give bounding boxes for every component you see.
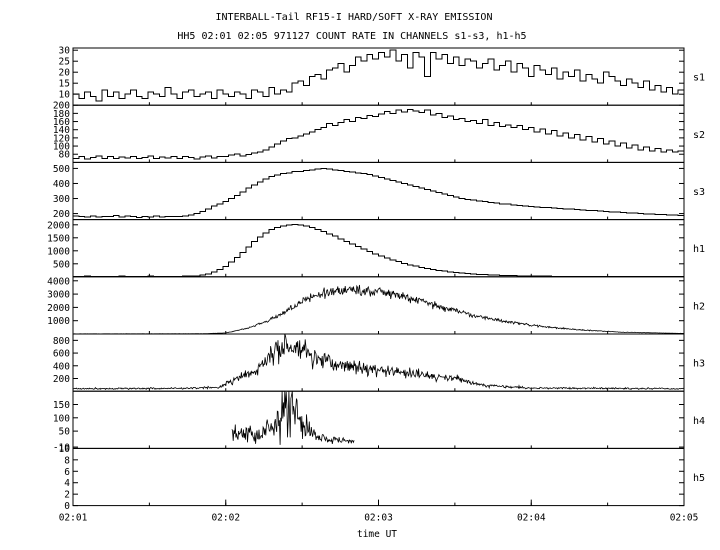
y-tick-label: 1000	[47, 316, 70, 327]
y-tick-label: 400	[53, 361, 70, 372]
y-tick-label: 30	[59, 46, 71, 57]
y-tick-label: 200	[53, 374, 70, 385]
channel-label-h4: h4	[693, 416, 705, 427]
series-trace-s3	[73, 167, 684, 218]
y-tick-label: 300	[53, 194, 70, 205]
series-trace-s1	[73, 49, 684, 102]
panel-h4: -10 50 100 150 h4	[53, 390, 705, 454]
series-trace-h1	[73, 224, 684, 277]
channel-label-s1: s1	[693, 73, 705, 84]
x-axis: 02:01 02:02 02:03 02:04 02:05	[59, 499, 699, 524]
panel-frame	[72, 219, 685, 278]
y-tick-label: 400	[53, 179, 70, 190]
series-trace-s2	[73, 108, 684, 160]
y-tick-label: 6	[64, 467, 70, 478]
y-tick-label: 200	[53, 101, 70, 112]
series-trace-h4	[231, 391, 355, 445]
channel-label-h2: h2	[693, 301, 705, 312]
y-tick-label: 100	[53, 413, 70, 424]
chart-title: INTERBALL-Tail RF15-I HARD/SOFT X-RAY EM…	[216, 12, 493, 23]
panel-h2: 1000 2000 3000 4000 h2	[47, 276, 705, 335]
y-tick-label: 20	[59, 68, 71, 79]
y-tick-label: 4000	[47, 276, 70, 287]
panel-frame	[72, 333, 685, 392]
series-trace-h2	[73, 284, 684, 335]
y-tick-label: 120	[53, 133, 70, 144]
y-tick-label: 2000	[47, 303, 70, 314]
y-tick-label: 2	[64, 490, 70, 501]
y-tick-label: 160	[53, 117, 70, 128]
y-tick-label: 1000	[47, 246, 70, 257]
channel-label-h3: h3	[693, 359, 705, 370]
y-tick-label: 140	[53, 125, 70, 136]
channel-label-h5: h5	[693, 473, 705, 484]
y-tick-label: 180	[53, 109, 70, 120]
chart-subtitle: HH5 02:01 02:05 971127 COUNT RATE IN CHA…	[177, 31, 526, 42]
y-tick-label: 4	[64, 478, 70, 489]
y-tick-label: 500	[53, 164, 70, 175]
y-tick-label: 150	[53, 400, 70, 411]
x-tick-label: 02:02	[211, 513, 240, 524]
y-tick-label: 1500	[47, 233, 70, 244]
series-trace-h3	[72, 333, 685, 391]
x-tick-label: 02:04	[517, 513, 546, 524]
y-tick-label: 2000	[47, 220, 70, 231]
x-tick-label: 02:05	[670, 513, 699, 524]
panel-h1: 500 1000 1500 2000 h1	[47, 219, 705, 278]
y-tick-label: 600	[53, 349, 70, 360]
panel-frame	[72, 276, 685, 335]
y-tick-label: 100	[53, 142, 70, 153]
panel-s3: 200 300 400 500 s3	[53, 161, 705, 221]
x-tick-label: 02:03	[364, 513, 393, 524]
panel-frame	[72, 447, 685, 507]
channel-label-s2: s2	[693, 130, 705, 141]
y-tick-label: 500	[53, 259, 70, 270]
y-tick-label: 50	[59, 427, 71, 438]
channel-label-h1: h1	[693, 244, 705, 255]
channel-panels: 1015202530s180100120140160180200s2200300…	[47, 46, 705, 512]
y-tick-label: 10	[59, 90, 71, 101]
y-tick-label: 8	[64, 455, 70, 466]
y-tick-label: 800	[53, 336, 70, 347]
y-tick-label: 80	[59, 150, 71, 161]
y-tick-label: 10	[59, 444, 71, 455]
x-axis-label: time UT	[357, 529, 397, 540]
channel-label-s3: s3	[693, 187, 705, 198]
x-tick-label: 02:01	[59, 513, 88, 524]
y-tick-label: 0	[64, 501, 70, 512]
panel-frame	[72, 390, 685, 449]
y-tick-label: 200	[53, 209, 70, 220]
y-tick-label: 15	[59, 79, 70, 90]
y-tick-label: -10	[53, 443, 70, 454]
y-tick-label: 3000	[47, 290, 70, 301]
y-tick-label: 25	[59, 57, 70, 68]
